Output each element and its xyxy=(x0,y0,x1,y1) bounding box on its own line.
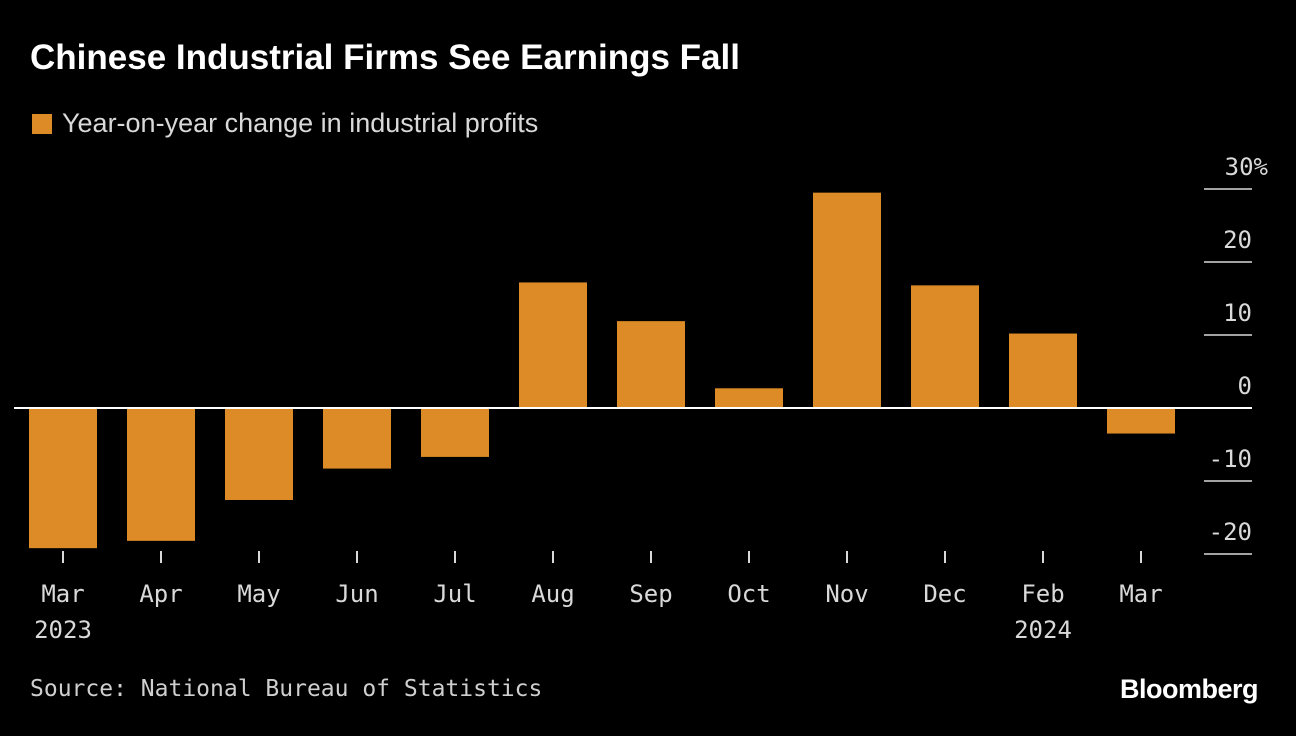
x-tick-label-9: Dec xyxy=(923,580,966,608)
bar-10 xyxy=(1009,333,1077,408)
x-tick-label-1: Apr xyxy=(139,580,182,608)
x-tick-label-6: Sep xyxy=(629,580,672,608)
y-tick-label-4: -10 xyxy=(1209,445,1252,473)
y-tick-label-5: -20 xyxy=(1209,518,1252,546)
x-tick-label-2: May xyxy=(237,580,280,608)
bar-2 xyxy=(225,408,293,500)
x-tick-label-8: Nov xyxy=(825,580,868,608)
source-note: Source: National Bureau of Statistics xyxy=(30,676,543,702)
bar-9 xyxy=(911,285,979,408)
y-tick-label-0: 30% xyxy=(1225,153,1269,181)
bar-3 xyxy=(323,408,391,469)
x-tick-label-3: Jun xyxy=(335,580,378,608)
y-tick-label-1: 20 xyxy=(1223,226,1252,254)
y-axis: 30% 20 10 0 -10 -20 xyxy=(14,153,1269,555)
x-tick-sublabel-10: 2024 xyxy=(1014,616,1072,644)
x-tick-sublabel-0: 2023 xyxy=(34,616,92,644)
y-tick-label-3: 0 xyxy=(1238,372,1252,400)
x-tick-label-7: Oct xyxy=(727,580,770,608)
x-tick-label-11: Mar xyxy=(1119,580,1162,608)
x-tick-label-5: Aug xyxy=(531,580,574,608)
bars-group xyxy=(29,192,1175,549)
chart-title: Chinese Industrial Firms See Earnings Fa… xyxy=(30,38,740,77)
y-tick-label-2: 10 xyxy=(1223,299,1252,327)
bar-11 xyxy=(1107,408,1175,434)
legend: Year-on-year change in industrial profit… xyxy=(32,108,538,139)
bar-0 xyxy=(29,408,97,549)
bar-8 xyxy=(813,192,881,408)
bar-7 xyxy=(715,388,783,408)
x-tick-label-10: Feb xyxy=(1021,580,1064,608)
legend-label: Year-on-year change in industrial profit… xyxy=(62,108,539,138)
bar-5 xyxy=(519,282,587,408)
x-tick-label-0: Mar xyxy=(41,580,84,608)
bar-4 xyxy=(421,408,489,457)
bar-1 xyxy=(127,408,195,541)
x-tick-label-4: Jul xyxy=(433,580,476,608)
legend-swatch xyxy=(32,113,52,134)
bloomberg-logo: Bloomberg xyxy=(1119,674,1259,704)
bar-6 xyxy=(617,321,685,408)
x-axis: Mar 2023 Apr May Jun Jul Aug Sep Oct Nov Dec Feb 202… xyxy=(34,551,1163,644)
